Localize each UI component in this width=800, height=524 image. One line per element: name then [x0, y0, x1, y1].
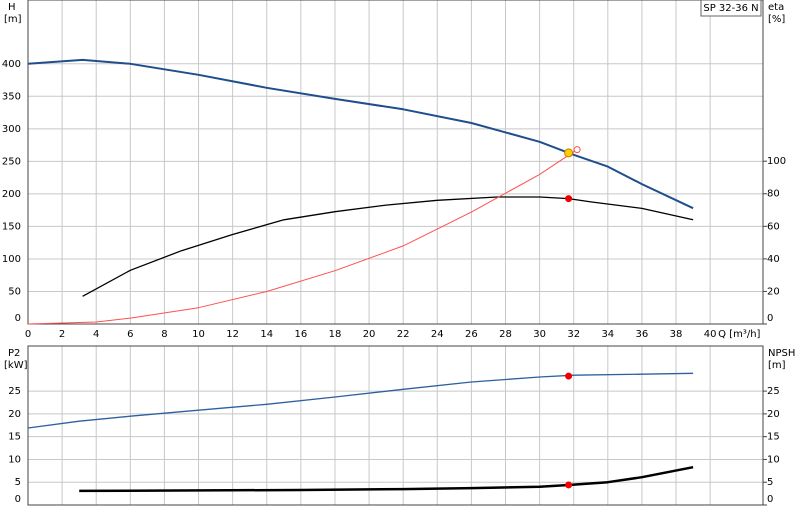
chart-title: SP 32-36 N	[703, 3, 758, 14]
y-tick-label: 15	[8, 432, 21, 443]
y-tick-label: 0	[15, 494, 21, 505]
y-axis-unit: [m]	[4, 14, 22, 25]
y-tick-label: 350	[2, 91, 21, 102]
y-tick-label: 10	[8, 454, 21, 465]
y-tick-label: 300	[2, 124, 21, 135]
y-tick-label: 200	[2, 189, 21, 200]
x-tick-label: 0	[25, 329, 31, 340]
x-tick-label: 8	[161, 329, 167, 340]
x-axis-label: Q [m³/h]	[718, 329, 760, 340]
x-tick-label: 4	[93, 329, 99, 340]
y-tick-label: 100	[2, 254, 21, 265]
x-tick-label: 32	[567, 329, 580, 340]
duty-point	[564, 148, 574, 158]
y-tick-label: 150	[2, 221, 21, 232]
y-axis-unit: [kW]	[4, 360, 28, 371]
curve-p2	[27, 372, 694, 429]
x-tick-label: 6	[127, 329, 133, 340]
plot-border	[27, 345, 764, 506]
y2-tick-label: 20	[767, 286, 780, 297]
y2-axis-label: NPSH	[768, 348, 795, 359]
x-tick-label: 28	[499, 329, 512, 340]
curve-h	[27, 58, 694, 210]
y2-tick-label: 5	[767, 477, 773, 488]
curve-system	[27, 149, 578, 325]
y-tick-label: 20	[8, 409, 21, 420]
x-tick-label: 18	[329, 329, 342, 340]
x-tick-label: 10	[192, 329, 205, 340]
x-tick-label: 34	[601, 329, 614, 340]
plot-area	[28, 0, 763, 324]
y2-axis-unit: [m]	[768, 360, 786, 371]
y2-tick-label: 0	[767, 313, 773, 324]
y2-axis-label: eta	[768, 2, 784, 13]
y-tick-label: 400	[2, 59, 21, 70]
y2-tick-label: 20	[767, 409, 780, 420]
x-tick-label: 20	[363, 329, 376, 340]
y-axis-label: H	[8, 2, 16, 13]
y2-tick-label: 100	[767, 156, 786, 167]
x-tick-label: 16	[294, 329, 307, 340]
x-tick-label: 2	[59, 329, 65, 340]
y2-tick-label: 25	[767, 386, 780, 397]
y-tick-label: 0	[15, 313, 21, 324]
y-tick-label: 250	[2, 156, 21, 167]
y-tick-label: 50	[8, 286, 21, 297]
plot-border	[27, 0, 764, 325]
x-tick-label: 36	[636, 329, 649, 340]
x-tick-label: 38	[670, 329, 683, 340]
y2-axis-unit: [%]	[768, 14, 785, 25]
y2-tick-label: 15	[767, 432, 780, 443]
y2-tick-label: 10	[767, 454, 780, 465]
y2-tick-label: 80	[767, 189, 780, 200]
x-tick-label: 26	[465, 329, 478, 340]
x-tick-label: 24	[431, 329, 444, 340]
duty-point	[565, 481, 573, 489]
y2-tick-label: 0	[767, 494, 773, 505]
x-tick-label: 12	[226, 329, 239, 340]
y2-tick-label: 40	[767, 254, 780, 265]
curve-eta	[82, 196, 694, 297]
title-box	[700, 0, 762, 17]
x-tick-label: 22	[397, 329, 410, 340]
x-tick-label: 40	[704, 329, 717, 340]
y2-tick-label: 60	[767, 221, 780, 232]
y-tick-label: 5	[15, 477, 21, 488]
y-axis-label: P2	[8, 348, 20, 359]
duty-point	[565, 195, 573, 203]
x-tick-label: 14	[260, 329, 273, 340]
duty-point	[565, 372, 573, 380]
x-tick-label: 30	[533, 329, 546, 340]
curve-npsh	[79, 465, 694, 493]
plot-area	[28, 346, 763, 505]
y-tick-label: 25	[8, 386, 21, 397]
duty-point	[573, 146, 581, 154]
